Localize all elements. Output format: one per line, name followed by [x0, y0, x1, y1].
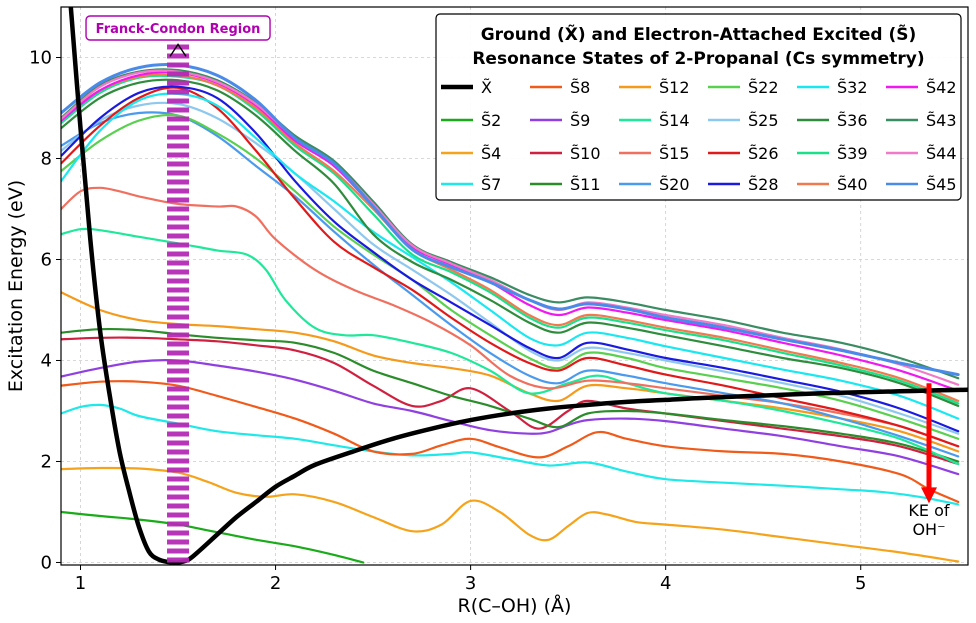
legend-label-S̃28: S̃28 — [748, 175, 779, 194]
legend-label-S̃44: S̃44 — [926, 144, 957, 163]
series-line-S̃8 — [61, 380, 960, 503]
x-tick-label: 5 — [855, 573, 866, 594]
series-line-S̃43 — [61, 68, 960, 380]
legend-label-S̃40: S̃40 — [837, 175, 868, 194]
franck-condon-marker: Franck-Condon Region — [85, 15, 271, 563]
x-axis-title: R(C–OH) (Å) — [458, 594, 572, 617]
y-tick-label: 6 — [41, 249, 52, 270]
series-lines — [61, 7, 968, 565]
legend-label-S̃11: S̃11 — [570, 175, 601, 194]
series-line-S̃22 — [61, 113, 960, 440]
y-tick-label: 0 — [41, 552, 52, 573]
series-line-S̃11 — [61, 327, 960, 463]
legend-label-S̃20: S̃20 — [659, 175, 690, 194]
legend-label-S̃10: S̃10 — [570, 144, 601, 163]
legend-label-S̃26: S̃26 — [748, 144, 779, 163]
legend-title-line1: Ground (X̃) and Electron-Attached Excite… — [481, 24, 917, 45]
series-line-S̃32 — [61, 92, 960, 420]
legend-label-S̃14: S̃14 — [659, 111, 690, 130]
legend-label-S̃2: S̃2 — [481, 111, 501, 130]
legend-label-S̃32: S̃32 — [837, 78, 868, 97]
series-line-S̃7 — [61, 403, 960, 506]
series-line-S̃40 — [61, 73, 960, 402]
legend-label-S̃4: S̃4 — [481, 144, 501, 163]
series-line-S̃4 — [61, 466, 960, 563]
legend-label-S̃39: S̃39 — [837, 144, 868, 163]
legend: Ground (X̃) and Electron-Attached Excite… — [435, 13, 962, 201]
ke-label-line1: KE of — [908, 501, 949, 520]
series-line-S̃28 — [61, 85, 960, 433]
legend-label-X̃: X̃ — [481, 78, 492, 97]
y-tick-label: 10 — [29, 47, 52, 68]
x-tick-label: 1 — [75, 573, 86, 594]
legend-label-S̃15: S̃15 — [659, 144, 690, 163]
series-line-S̃10 — [61, 336, 960, 466]
ke-label-line2: OH⁻ — [912, 520, 945, 539]
legend-label-S̃42: S̃42 — [926, 78, 957, 97]
x-tick-label: 3 — [465, 573, 476, 594]
series-line-S̃45 — [61, 63, 960, 377]
legend-label-S̃7: S̃7 — [481, 175, 501, 194]
series-line-S̃25 — [61, 101, 960, 435]
ke-arrow-head — [920, 487, 937, 504]
franck-condon-label: Franck-Condon Region — [96, 22, 261, 37]
y-tick-label: 8 — [41, 148, 52, 169]
legend-label-S̃9: S̃9 — [570, 111, 590, 130]
y-axis-title: Excitation Energy (eV) — [5, 180, 27, 392]
series-line-S̃26 — [61, 86, 960, 448]
series-line-S̃36 — [61, 78, 960, 407]
x-tick-label: 2 — [270, 573, 281, 594]
legend-label-S̃8: S̃8 — [570, 78, 590, 97]
series-line-X̃ — [68, 7, 968, 565]
legend-label-S̃12: S̃12 — [659, 78, 690, 97]
series-line-S̃9 — [61, 359, 960, 476]
legend-label-S̃45: S̃45 — [926, 175, 957, 194]
legend-box — [435, 13, 962, 201]
plot-frame — [60, 6, 969, 566]
legend-label-S̃22: S̃22 — [748, 78, 779, 97]
legend-title-line2: Resonance States of 2-Propanal (Cs symme… — [472, 49, 924, 69]
legend-label-S̃25: S̃25 — [748, 111, 779, 130]
axis-ticks: 1 2 3 4 5 0 2 4 6 8 10 — [29, 47, 866, 594]
y-tick-label: 4 — [41, 350, 52, 371]
franck-condon-label-box — [85, 15, 271, 41]
legend-label-S̃36: S̃36 — [837, 111, 868, 130]
x-tick-label: 4 — [660, 573, 671, 594]
series-line-S̃44 — [61, 69, 960, 386]
legend-label-S̃43: S̃43 — [926, 111, 957, 130]
franck-condon-arrowhead — [169, 43, 187, 57]
y-tick-label: 2 — [41, 451, 52, 472]
